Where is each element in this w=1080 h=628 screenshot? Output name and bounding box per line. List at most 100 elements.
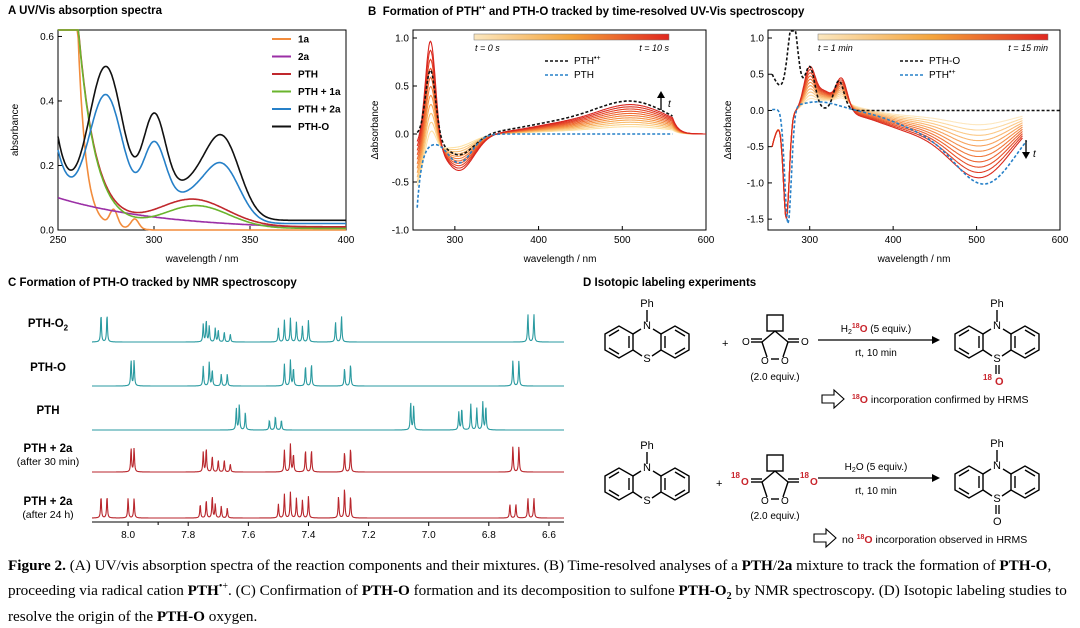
panel-b-right-chart: 300 400 500 600 1.0 0.5 0.0 -0.5 -1.0 -1.5 Δabsor… <box>723 29 1069 265</box>
nmr-tick-label: 6.6 <box>542 530 556 541</box>
y-tick-label: -1.0 <box>747 178 765 189</box>
x-tick-label: 300 <box>146 235 163 246</box>
t-end-label: t = 10 s <box>639 43 669 53</box>
panel-a-xlabel: wavelength / nm <box>165 254 239 265</box>
time-arrow-up: t <box>657 91 672 110</box>
legend-label-3: PTH + 1a <box>298 87 341 98</box>
nmr-trace-1 <box>92 359 564 387</box>
nmr-trace-0 <box>92 314 564 343</box>
y-tick-label: 0.0 <box>750 106 764 117</box>
nmr-tick-label: 7.6 <box>241 530 255 541</box>
x-tick-label: 400 <box>338 235 355 246</box>
kinetic-trace-r-5 <box>771 81 1023 219</box>
plus-sign-2: + <box>716 478 722 490</box>
reaction-arrow-2: H2O (5 equiv.) rt, 10 min <box>818 462 940 497</box>
reaction-arrow-1: H218O (5 equiv.) rt, 10 min <box>818 323 940 359</box>
kinetic-trace-r-9 <box>771 69 1023 219</box>
legend-label-1: 2a <box>298 52 310 63</box>
svg-text:18: 18 <box>983 373 992 382</box>
svg-text:O: O <box>781 356 789 367</box>
y-tick-label: -0.5 <box>392 178 410 189</box>
ref-pth <box>416 133 673 208</box>
panel-b-left-chart: 300 400 500 600 1.0 0.5 0.0 -0.5 -1.0 Δabsorbanc… <box>370 29 715 265</box>
curve-pth <box>58 29 346 228</box>
y-tick-label: 1.0 <box>395 34 409 45</box>
y-tick-label: 0.0 <box>40 226 54 237</box>
svg-text:O: O <box>781 496 789 507</box>
svg-text:Ph: Ph <box>990 298 1003 310</box>
equiv-label-2: (2.0 equiv.) <box>750 511 799 522</box>
svg-text:N: N <box>643 462 651 474</box>
time-arrow-down: t <box>1022 140 1037 160</box>
kinetic-trace-r-3 <box>771 88 1023 218</box>
svg-text:Ph: Ph <box>640 298 653 310</box>
peroxide-reagent-2: 18 O 18 O O O <box>731 454 818 507</box>
nmr-tick-label: 6.8 <box>482 530 496 541</box>
x-tick-label: 600 <box>698 235 715 246</box>
ref-pth-radical-r <box>772 101 1028 224</box>
svg-text:rt, 10 min: rt, 10 min <box>855 348 897 359</box>
t-end-label-2: t = 15 min <box>1008 43 1048 53</box>
nmr-trace-2 <box>92 401 564 431</box>
nmr-tick-label: 7.0 <box>422 530 436 541</box>
time-gradient-bar-2 <box>817 33 1049 41</box>
svg-text:S: S <box>643 495 650 507</box>
panel-a-ylabel: absorbance <box>10 103 21 156</box>
x-tick-label: 500 <box>614 235 631 246</box>
svg-text:S: S <box>993 353 1000 365</box>
nmr-trace-3 <box>92 443 564 473</box>
svg-text:18: 18 <box>800 471 809 480</box>
x-tick-label: 300 <box>801 235 818 246</box>
panel-b-left-ylabel: Δabsorbance <box>370 100 381 159</box>
kinetic-trace-8 <box>416 58 706 167</box>
kinetic-trace-r-8 <box>771 72 1023 219</box>
time-gradient-bar <box>473 33 670 41</box>
ref-pth-o <box>771 30 1060 112</box>
kinetic-trace-0 <box>416 126 706 187</box>
equiv-label-1: (2.0 equiv.) <box>750 372 799 383</box>
nmr-label-pth-o: PTH-O <box>30 362 66 374</box>
panel-b-left-xlabel: wavelength / nm <box>523 254 597 265</box>
x-tick-label: 350 <box>242 235 259 246</box>
kinetic-trace-r-1 <box>771 94 1023 218</box>
sulfoxide-product-2: Ph N S O <box>954 438 1040 528</box>
y-tick-label: -0.5 <box>747 142 765 153</box>
kinetic-trace-r-2 <box>771 91 1023 218</box>
svg-text:S: S <box>993 493 1000 505</box>
phenothiazine-reactant-2: Ph N S <box>604 440 690 507</box>
legend-pth-radical-2: PTH•+ <box>929 69 956 81</box>
x-tick-label: 250 <box>50 235 67 246</box>
nmr-tick-label: 7.2 <box>362 530 376 541</box>
svg-text:t: t <box>1033 149 1037 160</box>
svg-text:H218O (5 equiv.): H218O (5 equiv.) <box>841 323 911 336</box>
t-start-label: t = 0 s <box>475 43 500 53</box>
kinetic-trace-5 <box>416 85 706 165</box>
kinetic-trace-4 <box>416 94 706 169</box>
legend-label-4: PTH + 2a <box>298 105 341 116</box>
panel-a-chart: 250 300 350 400 0.0 0.2 0.4 0.6 absorbance wave… <box>10 29 355 265</box>
svg-text:H2O (5 equiv.): H2O (5 equiv.) <box>845 462 908 474</box>
curve-pth-2a <box>57 93 346 225</box>
panel-c-title: C Formation of PTH-O tracked by NMR spec… <box>8 277 297 289</box>
x-tick-label: 300 <box>447 235 464 246</box>
curve-pth-1a <box>58 29 346 230</box>
x-tick-label: 400 <box>885 235 902 246</box>
nmr-tick-label: 8.0 <box>121 530 135 541</box>
legend-label-5: PTH-O <box>298 122 329 133</box>
svg-text:O: O <box>741 477 749 488</box>
x-tick-label: 600 <box>1052 235 1069 246</box>
svg-text:O: O <box>810 477 818 488</box>
y-tick-label: -1.5 <box>747 215 765 226</box>
nmr-label-pth-2a-24h: PTH + 2a (after 24 h) <box>22 496 74 521</box>
svg-text:O: O <box>995 376 1004 388</box>
plus-sign-1: + <box>722 338 728 350</box>
kinetic-trace-r-4 <box>771 85 1023 218</box>
y-tick-label: 0.5 <box>395 82 409 93</box>
nmr-trace-4 <box>92 489 564 519</box>
t-start-label-2: t = 1 min <box>818 43 853 53</box>
y-tick-label: -1.0 <box>392 226 410 237</box>
svg-text:18: 18 <box>731 471 740 480</box>
legend-label-2: PTH <box>298 70 318 81</box>
legend-pth-o: PTH-O <box>929 56 960 67</box>
y-tick-label: 0.6 <box>40 32 54 43</box>
